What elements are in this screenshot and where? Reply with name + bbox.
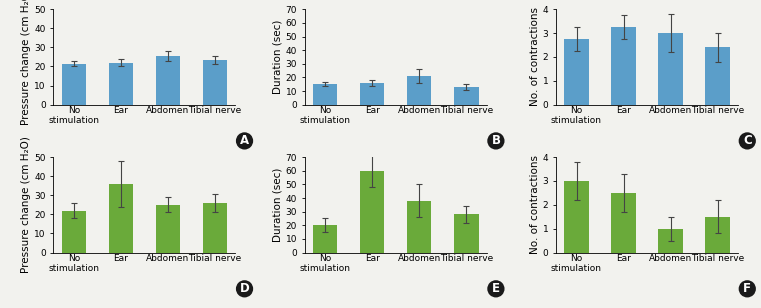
Bar (62, 211, 86, 253)
Bar (705, 217, 730, 253)
Bar (360, 83, 384, 105)
Bar (611, 193, 635, 253)
Bar (156, 56, 180, 105)
Text: E: E (492, 282, 500, 295)
Bar (658, 229, 683, 253)
Bar (202, 60, 227, 105)
Bar (658, 33, 683, 105)
Bar (62, 64, 86, 105)
Bar (565, 39, 589, 105)
Bar (565, 181, 589, 253)
Text: D: D (240, 282, 250, 295)
Bar (454, 214, 479, 253)
Bar (454, 87, 479, 105)
Bar (109, 184, 133, 253)
Bar (407, 201, 431, 253)
Bar (202, 203, 227, 253)
Bar (313, 225, 337, 253)
Y-axis label: Duration (sec): Duration (sec) (272, 20, 283, 94)
Text: B: B (492, 134, 501, 148)
Bar (705, 47, 730, 105)
Bar (611, 27, 635, 105)
Bar (156, 205, 180, 253)
Bar (360, 171, 384, 253)
Bar (407, 76, 431, 105)
Y-axis label: Pressure change (cm H₂O): Pressure change (cm H₂O) (21, 136, 31, 273)
Y-axis label: Pressure change (cm H₂O): Pressure change (cm H₂O) (21, 0, 31, 125)
Bar (313, 84, 337, 105)
Y-axis label: No. of contractions: No. of contractions (530, 155, 540, 254)
Y-axis label: No. of contractions: No. of contractions (530, 7, 540, 107)
Y-axis label: Duration (sec): Duration (sec) (272, 168, 283, 242)
Text: F: F (743, 282, 751, 295)
Text: A: A (240, 134, 249, 148)
Text: C: C (743, 134, 752, 148)
Bar (109, 63, 133, 105)
